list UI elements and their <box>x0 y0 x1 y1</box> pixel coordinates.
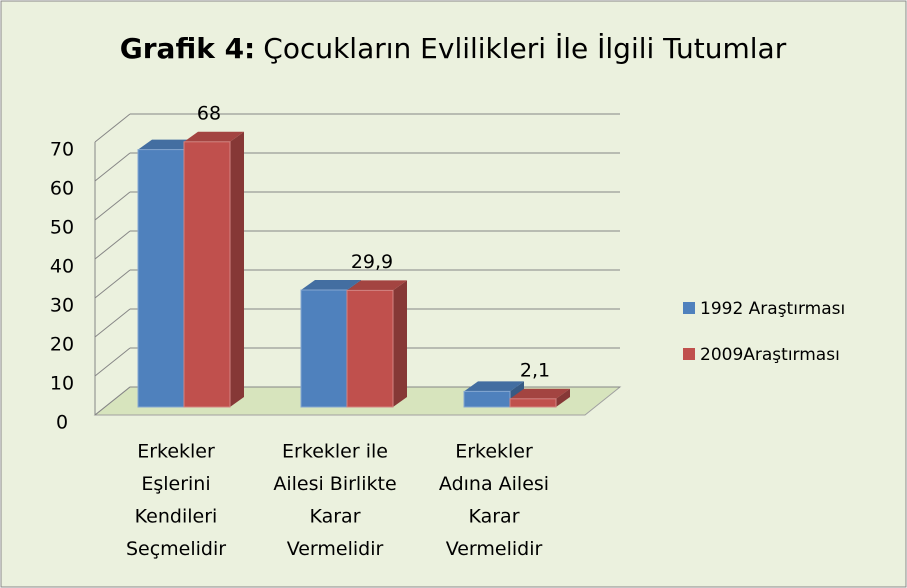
side-grid-line <box>94 269 131 299</box>
data-label: 2,1 <box>520 359 550 381</box>
legend-swatch <box>683 348 695 360</box>
x-tick-label: Vermelidir <box>287 538 384 560</box>
bar <box>463 390 511 408</box>
side-grid-line <box>94 308 131 338</box>
bar-top <box>464 381 524 392</box>
bar-top <box>184 131 244 142</box>
legend-label: 1992 Araştırması <box>700 299 845 319</box>
side-grid-line <box>94 113 131 143</box>
side-grid-line <box>94 152 131 182</box>
bar-side <box>393 280 407 407</box>
data-label: 29,9 <box>351 251 393 273</box>
bar <box>300 289 348 408</box>
bar-side <box>230 131 244 408</box>
side-grid-line <box>94 386 131 416</box>
y-tick-label: 60 <box>50 178 74 200</box>
bar-top <box>347 280 407 291</box>
bar <box>346 289 394 408</box>
y-tick-label: 50 <box>50 217 74 239</box>
y-tick-label: 30 <box>50 295 74 317</box>
bar <box>183 141 231 408</box>
x-tick-label: Ailesi Birlikte <box>273 473 396 495</box>
bar-top <box>510 388 570 399</box>
side-grid-line <box>94 230 131 260</box>
legend-swatch <box>683 302 695 314</box>
x-tick-label: Eşlerini <box>141 473 210 495</box>
x-tick-label: Erkekler ile <box>282 441 388 463</box>
side-grid-line <box>94 347 131 377</box>
bar-top <box>301 280 361 290</box>
y-tick-label: 20 <box>50 334 74 356</box>
x-tick-label: Erkekler <box>137 441 215 463</box>
x-tick-label: Karar <box>309 506 360 528</box>
side-grid-line <box>94 191 131 221</box>
x-tick-label: Erkekler <box>455 441 533 463</box>
x-tick-label: Vermelidir <box>446 538 543 560</box>
y-tick-label: 40 <box>50 256 74 278</box>
chart-title: Grafik 4: Çocukların Evlilikleri İle İlgi… <box>120 32 787 65</box>
bar-top <box>138 139 198 150</box>
y-tick-label: 70 <box>50 139 74 161</box>
x-tick-label: Seçmelidir <box>126 538 226 560</box>
x-tick-label: Karar <box>468 506 519 528</box>
legend-label: 2009Araştırması <box>700 345 840 365</box>
data-label: 68 <box>197 102 221 124</box>
y-tick-label: 10 <box>50 373 74 395</box>
x-tick-label: Adına Ailesi <box>439 473 549 495</box>
x-tick-label: Kendileri <box>135 506 218 528</box>
title-text: Çocukların Evlilikleri İle İlgili Tutuml… <box>263 32 786 65</box>
bar <box>137 149 185 408</box>
bar <box>509 398 557 408</box>
y-tick-label: 0 <box>56 412 68 434</box>
bar-side <box>556 388 570 407</box>
title-label: Grafik 4: <box>120 32 256 65</box>
